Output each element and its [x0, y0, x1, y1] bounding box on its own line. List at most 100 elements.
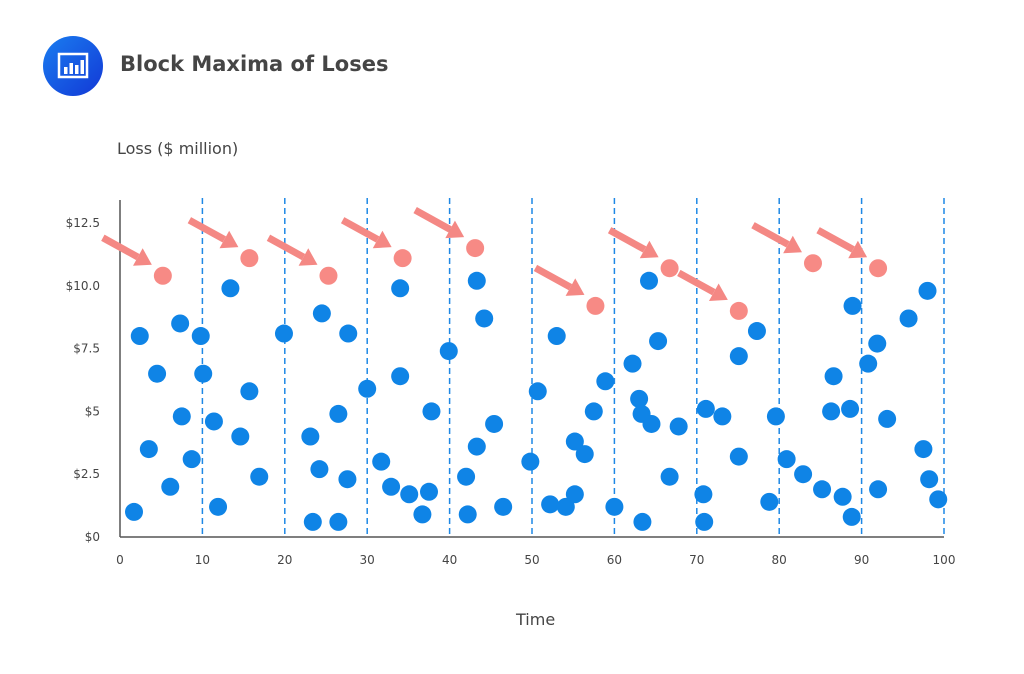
y-tick-label: $10.0 — [66, 279, 100, 293]
maxima-arrow-head — [783, 235, 802, 254]
maxima-arrow-head — [639, 240, 659, 259]
loss-point — [329, 512, 348, 531]
loss-point — [148, 364, 167, 383]
loss-point — [467, 437, 486, 456]
loss-point — [729, 347, 748, 366]
loss-point — [171, 314, 190, 333]
y-tick-label: $0 — [85, 530, 100, 544]
loss-point — [161, 477, 180, 496]
loss-point — [541, 495, 560, 514]
x-tick-label: 40 — [442, 553, 457, 567]
loss-point — [329, 404, 348, 423]
maxima-arrow-head — [219, 230, 239, 249]
loss-point — [565, 432, 584, 451]
maxima-arrow-shaft — [340, 217, 380, 243]
block-maximum-point — [240, 249, 259, 268]
maxima-arrow-head — [445, 220, 465, 239]
x-tick-label: 20 — [277, 553, 292, 567]
loss-point — [231, 427, 250, 446]
loss-point — [125, 502, 144, 521]
loss-point — [413, 505, 432, 524]
loss-point — [528, 382, 547, 401]
loss-point — [194, 364, 213, 383]
loss-point — [596, 372, 615, 391]
maxima-arrow-head — [133, 248, 152, 266]
loss-point — [630, 389, 649, 408]
loss-point — [494, 497, 513, 516]
x-tick-label: 10 — [195, 553, 210, 567]
loss-point — [547, 327, 566, 346]
loss-point — [485, 414, 504, 433]
block-maximum-point — [729, 301, 748, 320]
loss-point — [813, 480, 832, 499]
loss-point — [794, 465, 813, 484]
loss-point — [766, 407, 785, 426]
loss-point — [422, 402, 441, 421]
loss-point — [204, 412, 223, 431]
loss-point — [918, 281, 937, 300]
x-tick-label: 100 — [933, 553, 956, 567]
loss-point — [521, 452, 540, 471]
loss-point — [372, 452, 391, 471]
x-tick-label: 0 — [116, 553, 124, 567]
block-maximum-point — [153, 266, 172, 285]
maxima-arrow-head — [372, 230, 392, 249]
loss-point — [920, 470, 939, 489]
loss-point — [274, 324, 293, 343]
block-maximum-point — [319, 266, 338, 285]
loss-point — [182, 450, 201, 469]
maxima-arrow-head — [298, 248, 318, 266]
loss-point — [929, 490, 948, 509]
loss-point — [760, 492, 779, 511]
loss-point — [310, 460, 329, 479]
loss-point — [841, 399, 860, 418]
loss-point — [633, 512, 652, 531]
loss-point — [391, 367, 410, 386]
loss-point — [240, 382, 259, 401]
loss-point — [843, 296, 862, 315]
loss-point — [339, 324, 358, 343]
loss-point — [824, 367, 843, 386]
loss-point — [556, 497, 575, 516]
loss-point — [914, 440, 933, 459]
loss-point — [878, 409, 897, 428]
block-maximum-point — [803, 254, 822, 273]
loss-point — [139, 440, 158, 459]
maxima-arrow-shaft — [101, 234, 140, 261]
chart-title: Block Maxima of Loses — [120, 52, 389, 76]
x-tick-label: 90 — [854, 553, 869, 567]
y-tick-label: $2.5 — [73, 467, 100, 481]
maxima-arrow-head — [708, 283, 728, 301]
loss-point — [191, 327, 210, 346]
loss-point — [859, 354, 878, 373]
loss-point — [303, 512, 322, 531]
loss-point — [575, 445, 594, 464]
maxima-arrow-head — [565, 278, 585, 296]
loss-point — [713, 407, 732, 426]
loss-point — [209, 497, 228, 516]
loss-point — [822, 402, 841, 421]
loss-point — [467, 271, 486, 290]
loss-point — [312, 304, 331, 323]
block-maximum-point — [660, 259, 679, 278]
loss-point — [221, 279, 240, 298]
loss-point — [250, 467, 269, 486]
x-tick-label: 70 — [689, 553, 704, 567]
loss-point — [382, 477, 401, 496]
loss-point — [660, 467, 679, 486]
x-tick-label: 50 — [524, 553, 539, 567]
loss-point — [694, 485, 713, 504]
loss-point — [391, 279, 410, 298]
loss-point — [623, 354, 642, 373]
maxima-arrow-shaft — [751, 222, 790, 248]
loss-point — [669, 417, 688, 436]
loss-point — [130, 327, 149, 346]
loss-point — [649, 332, 668, 351]
x-tick-label: 80 — [772, 553, 787, 567]
loss-point — [833, 487, 852, 506]
loss-point — [400, 485, 419, 504]
loss-point — [777, 450, 796, 469]
y-tick-label: $7.5 — [73, 342, 100, 356]
loss-point — [584, 402, 603, 421]
